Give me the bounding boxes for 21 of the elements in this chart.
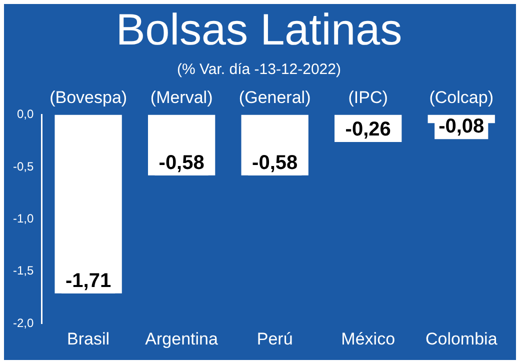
data-label: -0,26	[345, 118, 391, 140]
text: (Colcap)	[429, 88, 494, 107]
data-label: -1,71	[66, 270, 112, 292]
chart-subtitle: (% Var. día -13-12-2022)	[177, 60, 341, 78]
y-tick-label: -1,0	[12, 212, 34, 226]
x-tick-label: Brasil	[67, 329, 110, 348]
text: (Bovespa)	[50, 88, 128, 107]
x-tick-label: Argentina	[145, 329, 218, 348]
text: (Merval)	[150, 88, 213, 107]
chart-title: Bolsas Latinas	[116, 6, 402, 55]
x-tick-label: México	[341, 329, 396, 348]
y-tick-label: -1,5	[12, 264, 34, 278]
y-tick-label: -0,5	[12, 159, 34, 174]
data-label: -0,58	[158, 152, 204, 174]
text: (General)	[238, 88, 311, 107]
data-label: -0,58	[252, 152, 298, 174]
x-tick-label: Colombia	[425, 329, 498, 348]
y-tick-label: -2,0	[12, 316, 34, 330]
x-tick-label: Perú	[256, 329, 293, 348]
text: (IPC)	[348, 88, 388, 107]
y-tick-label: 0,0	[16, 107, 34, 122]
